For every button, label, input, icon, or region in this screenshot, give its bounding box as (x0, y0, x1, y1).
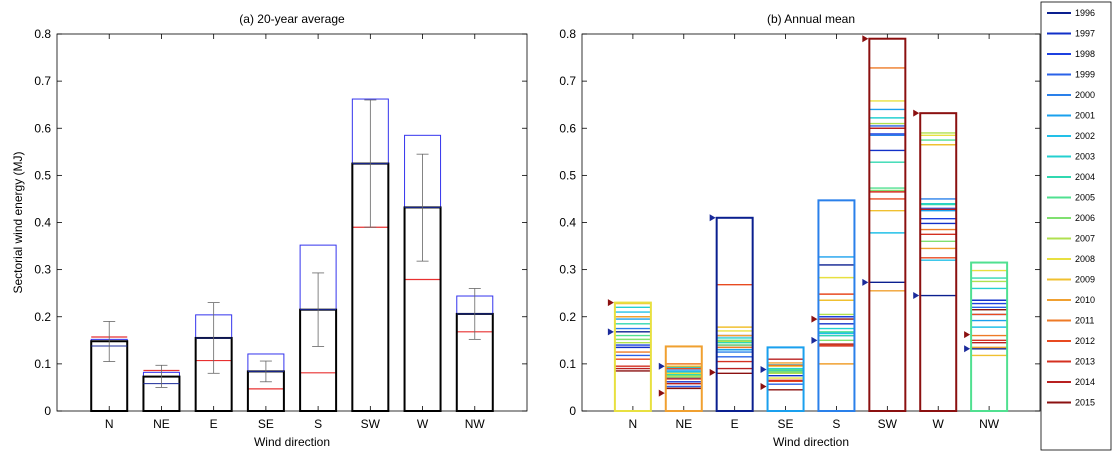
legend-label-1999: 1999 (1075, 70, 1095, 80)
legend-label-2004: 2004 (1075, 172, 1095, 182)
x-tick-label-s: S (832, 417, 840, 431)
x-tick-label-w: W (417, 417, 429, 431)
x-tick-label-n: N (105, 417, 114, 431)
y-tick-label: 0.4 (34, 216, 51, 230)
red-marker-n (607, 299, 614, 307)
legend: 1996 1997 1998 1999 2000 2001 2002 2003 2004 2005… (1040, 1, 1112, 451)
chart-title: (b) Annual mean (767, 12, 855, 26)
max-box-s (817, 199, 856, 412)
x-tick-label-ne: NE (153, 417, 170, 431)
y-tick-label: 0.7 (559, 74, 576, 88)
y-tick-label: 0.2 (559, 310, 576, 324)
y-tick-label: 0.1 (34, 357, 51, 371)
y-tick-label: 0.6 (559, 121, 576, 135)
max-box-sw (868, 37, 907, 413)
x-tick-label-sw: SW (878, 417, 898, 431)
blue-marker-w (913, 292, 920, 300)
red-marker-sw (862, 35, 869, 43)
x-tick-label-se: SE (778, 417, 794, 431)
red-marker-ne (658, 389, 665, 397)
x-tick-label-s: S (314, 417, 322, 431)
legend-label-2014: 2014 (1075, 377, 1095, 387)
legend-label-2008: 2008 (1075, 254, 1095, 264)
x-axis-label: Wind direction (254, 435, 330, 449)
x-tick-label-sw: SW (361, 417, 381, 431)
legend-label-2009: 2009 (1075, 275, 1095, 285)
legend-label-2011: 2011 (1075, 316, 1094, 326)
legend-label-1997: 1997 (1075, 29, 1095, 39)
y-tick-label: 0.4 (559, 216, 576, 230)
chart-title: (a) 20-year average (239, 12, 345, 26)
legend-label-1998: 1998 (1075, 49, 1095, 59)
red-marker-se (760, 382, 767, 390)
legend-label-2000: 2000 (1075, 90, 1095, 100)
blue-marker-sw (862, 278, 869, 286)
x-tick-label-nw: NW (465, 417, 486, 431)
legend-box (1040, 1, 1112, 451)
blue-marker-s (811, 336, 818, 344)
x-tick-label-n: N (629, 417, 638, 431)
y-tick-label: 0.3 (34, 263, 51, 277)
red-marker-s (811, 315, 818, 323)
y-tick-label: 0.3 (559, 263, 576, 277)
y-tick-label: 0 (569, 404, 576, 418)
red-marker-w (913, 109, 920, 117)
legend-label-2001: 2001 (1075, 111, 1095, 121)
x-tick-label-nw: NW (979, 417, 1000, 431)
legend-label-2006: 2006 (1075, 213, 1095, 223)
x-tick-label-e: E (210, 417, 218, 431)
max-box-e (715, 216, 754, 412)
red-marker-nw (964, 331, 971, 339)
y-tick-label: 0.8 (34, 27, 51, 41)
blue-marker-ne (658, 362, 665, 370)
legend-label-2007: 2007 (1075, 234, 1095, 244)
y-tick-label: 0.1 (559, 357, 576, 371)
x-tick-label-e: E (731, 417, 739, 431)
legend-label-2015: 2015 (1075, 398, 1095, 408)
panel-a-20-year-average: 0 0.1 0.2 0.3 0.4 0.5 0.6 0.7 0.8 N NE E SE S SW W NW (a)… (11, 12, 528, 449)
blue-marker-n (607, 328, 614, 336)
legend-label-2013: 2013 (1075, 357, 1095, 367)
legend-label-2010: 2010 (1075, 295, 1095, 305)
x-axis-label: Wind direction (773, 435, 849, 449)
y-axis-label: Sectorial wind energy (MJ) (11, 151, 25, 293)
legend-label-2005: 2005 (1075, 193, 1095, 203)
max-box-n (613, 301, 652, 412)
x-tick-label-ne: NE (675, 417, 692, 431)
legend-label-2012: 2012 (1075, 336, 1095, 346)
max-box-se (766, 346, 805, 413)
max-box-w (919, 112, 958, 412)
y-tick-label: 0 (44, 404, 51, 418)
legend-label-2002: 2002 (1075, 131, 1095, 141)
x-tick-label-w: W (933, 417, 945, 431)
y-tick-label: 0.2 (34, 310, 51, 324)
legend-label-2003: 2003 (1075, 152, 1095, 162)
red-marker-e (709, 368, 716, 376)
blue-marker-nw (964, 345, 971, 353)
max-box-ne (664, 345, 703, 412)
y-tick-label: 0.5 (34, 168, 51, 182)
legend-label-1996: 1996 (1075, 8, 1095, 18)
y-tick-label: 0.8 (559, 27, 576, 41)
y-tick-label: 0.6 (34, 121, 51, 135)
x-tick-label-se: SE (258, 417, 274, 431)
blue-marker-se (760, 366, 767, 374)
y-tick-label: 0.5 (559, 168, 576, 182)
max-box-nw (970, 261, 1009, 412)
y-tick-label: 0.7 (34, 74, 51, 88)
panel-b-annual-mean: 0 0.1 0.2 0.3 0.4 0.5 0.6 0.7 0.8 N NE E SE S SW W NW (b)… (559, 12, 1041, 449)
blue-marker-e (709, 214, 716, 222)
